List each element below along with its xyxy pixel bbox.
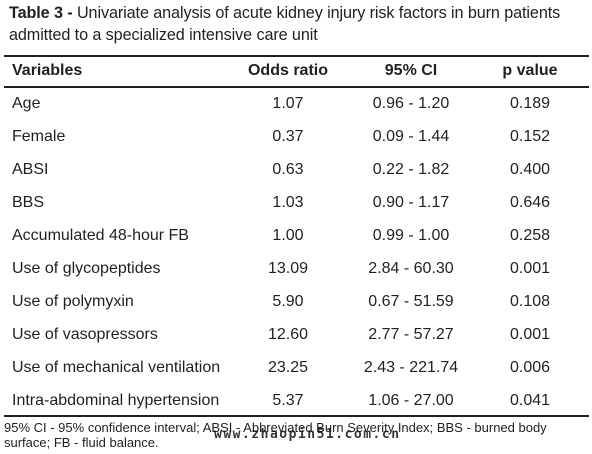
cell-p-value: 0.041	[509, 392, 551, 409]
cell-ci: 1.06 - 27.00	[368, 392, 454, 409]
cell-p-value: 0.001	[509, 260, 551, 277]
cell-odds-ratio: 5.37	[272, 392, 304, 409]
table-row: Use of glycopeptides 13.09 2.84 - 60.30 …	[0, 253, 592, 285]
table-title: Table 3 - Univariate analysis of acute k…	[9, 2, 589, 46]
cell-odds-ratio: 0.37	[272, 128, 304, 145]
cell-odds-ratio: 13.09	[267, 260, 309, 277]
cell-variable: Age	[12, 95, 41, 112]
table-caption: Univariate analysis of acute kidney inju…	[9, 4, 561, 44]
cell-p-value: 0.152	[509, 128, 551, 145]
cell-p-value: 0.001	[509, 326, 551, 343]
table-row: Female 0.37 0.09 - 1.44 0.152	[0, 121, 592, 153]
cell-odds-ratio: 1.03	[272, 194, 304, 211]
table-header-rule	[4, 86, 589, 88]
table-bottom-rule	[4, 415, 589, 417]
cell-ci: 0.67 - 51.59	[368, 293, 454, 310]
cell-p-value: 0.006	[509, 359, 551, 376]
table-row: BBS 1.03 0.90 - 1.17 0.646	[0, 187, 592, 219]
cell-variable: Female	[12, 128, 66, 145]
cell-odds-ratio: 5.90	[272, 293, 304, 310]
cell-odds-ratio: 0.63	[272, 161, 304, 178]
cell-variable: Use of vasopressors	[12, 326, 158, 343]
cell-variable: Intra-abdominal hypertension	[12, 392, 220, 409]
cell-ci: 0.96 - 1.20	[372, 95, 450, 112]
cell-p-value: 0.189	[509, 95, 551, 112]
cell-odds-ratio: 12.60	[267, 326, 309, 343]
table-row: Accumulated 48-hour FB 1.00 0.99 - 1.00 …	[0, 220, 592, 252]
table-row: Age 1.07 0.96 - 1.20 0.189	[0, 88, 592, 120]
cell-p-value: 0.258	[509, 227, 551, 244]
header-odds-ratio: Odds ratio	[247, 62, 328, 79]
table-footnote: 95% CI - 95% confidence interval; ABSI -…	[4, 420, 547, 450]
table-number: Table 3 -	[9, 4, 77, 22]
cell-variable: BBS	[12, 194, 45, 211]
cell-ci: 2.43 - 221.74	[363, 359, 459, 376]
cell-ci: 2.84 - 60.30	[368, 260, 454, 277]
cell-ci: 0.22 - 1.82	[372, 161, 450, 178]
cell-ci: 0.90 - 1.17	[372, 194, 450, 211]
cell-variable: Accumulated 48-hour FB	[12, 227, 189, 244]
header-p-value: p value	[502, 62, 558, 79]
table-row: Intra-abdominal hypertension 5.37 1.06 -…	[0, 385, 592, 417]
header-ci: 95% CI	[384, 62, 438, 79]
cell-variable: Use of polymyxin	[12, 293, 134, 310]
cell-p-value: 0.400	[509, 161, 551, 178]
cell-variable: Use of mechanical ventilation	[12, 359, 221, 376]
cell-odds-ratio: 1.07	[272, 95, 304, 112]
cell-variable: ABSI	[12, 161, 49, 178]
watermark: www.zhaopin51.com.cn	[214, 427, 401, 442]
cell-p-value: 0.646	[509, 194, 551, 211]
cell-odds-ratio: 23.25	[267, 359, 309, 376]
table-row: ABSI 0.63 0.22 - 1.82 0.400	[0, 154, 592, 186]
cell-ci: 0.09 - 1.44	[372, 128, 450, 145]
cell-ci: 2.77 - 57.27	[368, 326, 454, 343]
table-row: Use of polymyxin 5.90 0.67 - 51.59 0.108	[0, 286, 592, 318]
table-row: Use of mechanical ventilation 23.25 2.43…	[0, 352, 592, 384]
cell-odds-ratio: 1.00	[272, 227, 304, 244]
cell-ci: 0.99 - 1.00	[372, 227, 450, 244]
table-row: Use of vasopressors 12.60 2.77 - 57.27 0…	[0, 319, 592, 351]
cell-p-value: 0.108	[509, 293, 551, 310]
table-top-rule	[4, 55, 589, 57]
cell-variable: Use of glycopeptides	[12, 260, 161, 277]
header-variables: Variables	[12, 62, 83, 79]
